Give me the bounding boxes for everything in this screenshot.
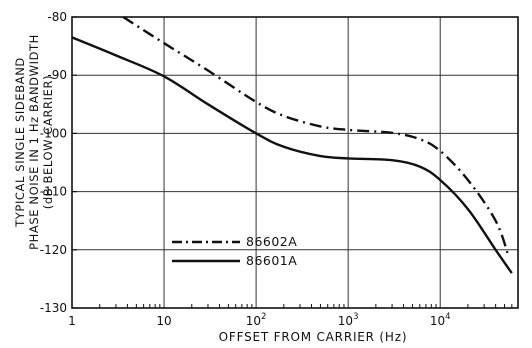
legend: 86602A 86601A (172, 234, 297, 268)
y-tick-label: -130 (40, 301, 67, 315)
x-tick-label: 102 (246, 312, 267, 328)
legend-86602a-label: 86602A (246, 234, 297, 249)
plot-layer (71, 16, 519, 309)
x-tick-label: 104 (430, 312, 451, 328)
series-line-86602a (122, 15, 510, 257)
y-tick-label: -110 (40, 185, 67, 199)
y-tick-label: -120 (40, 243, 67, 257)
y-axis-label-line-1: TYPICAL SINGLE SIDEBAND (13, 57, 27, 228)
x-tick-label: 1 (68, 314, 76, 328)
x-tick-label: 103 (338, 312, 359, 328)
y-tick-label: -80 (47, 10, 67, 24)
x-axis-label: OFFSET FROM CARRIER (Hz) (219, 330, 408, 344)
y-tick-label: -90 (47, 68, 67, 82)
series-lines (71, 15, 513, 274)
plot-frame (71, 16, 519, 309)
legend-86601a-label: 86601A (246, 253, 297, 268)
y-axis-label-line-2: PHASE NOISE IN 1 Hz BANDWIDTH (27, 34, 41, 250)
x-tick-label: 10 (156, 314, 171, 328)
y-tick-label: -100 (40, 126, 67, 140)
series-line-86601a (71, 36, 513, 274)
y-axis-label-line-3: (dB BELOW CARRIER) (41, 75, 55, 209)
